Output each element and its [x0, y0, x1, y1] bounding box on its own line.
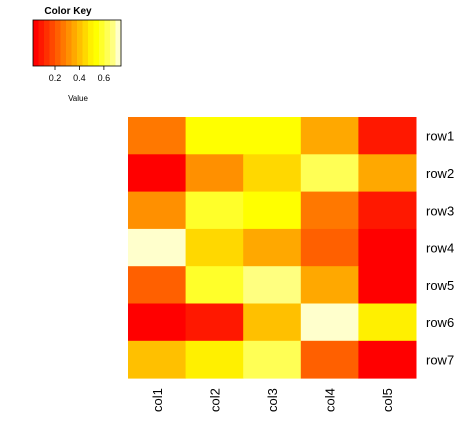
heatmap-cell: [128, 303, 187, 342]
heatmap-cell: [358, 154, 417, 193]
color-key-bin: [44, 20, 50, 66]
row-label: row1: [426, 129, 454, 144]
row-label: row5: [426, 278, 454, 293]
color-key-tick-label: 0.4: [73, 73, 86, 83]
row-label: row4: [426, 241, 454, 256]
color-key-tick-label: 0.6: [98, 73, 111, 83]
color-key-bin: [60, 20, 67, 66]
heatmap-cell: [185, 266, 244, 304]
row-label: row6: [426, 315, 454, 330]
heatmap-cell: [128, 340, 187, 379]
heatmap-cell: [185, 154, 244, 193]
row-labels: row1 row2 row3 row4 row5 row6 row7: [426, 129, 454, 368]
color-key-bin: [77, 20, 83, 66]
heatmap-cell: [185, 303, 244, 342]
heatmap-cell: [358, 303, 417, 342]
heatmap-cell: [185, 191, 244, 230]
color-key-bin: [115, 20, 122, 66]
column-label: col2: [207, 388, 222, 412]
color-key-bin: [88, 20, 94, 66]
row-label: row3: [426, 203, 454, 218]
color-key-bin: [38, 20, 45, 66]
color-key-bin: [99, 20, 105, 66]
row-label: row7: [426, 352, 454, 367]
heatmap-cell: [358, 340, 417, 379]
column-label: col4: [323, 388, 338, 412]
color-key-bin: [93, 20, 100, 66]
heatmap-cell: [358, 191, 417, 230]
color-key: Color Key 0.2 0.4 0.6 Value: [32, 6, 122, 103]
color-key-bin: [49, 20, 56, 66]
color-key-value-label: Value: [68, 94, 88, 103]
heatmap-cell: [185, 228, 244, 267]
heatmap-cell: [128, 117, 187, 155]
heatmap-cell: [128, 191, 187, 230]
heatmap-cell: [358, 117, 417, 155]
heatmap-cell: [243, 154, 302, 193]
color-key-bin: [104, 20, 111, 66]
heatmap-cell: [243, 117, 302, 155]
column-label: col1: [150, 388, 165, 412]
color-key-bin: [55, 20, 61, 66]
heatmap-cell: [358, 266, 417, 304]
heatmap-cell: [243, 303, 302, 342]
heatmap-cell: [128, 228, 187, 267]
heatmap-cell: [300, 266, 359, 304]
heatmap-cell: [128, 266, 187, 304]
heatmap-cell: [243, 228, 302, 267]
row-label: row2: [426, 166, 454, 181]
column-label: col3: [265, 388, 280, 412]
heatmap-cell: [300, 117, 359, 155]
heatmap-cell: [300, 303, 359, 342]
heatmap-cell: [185, 117, 244, 155]
color-key-tick-label: 0.2: [49, 73, 62, 83]
heatmap-cell: [185, 340, 244, 379]
heatmap-cell: [300, 154, 359, 193]
color-key-bin: [82, 20, 89, 66]
heatmap-cell: [358, 228, 417, 267]
heatmap-cell: [243, 266, 302, 304]
heatmap-cell: [243, 191, 302, 230]
column-labels: col1 col2 col3 col4 col5: [150, 388, 395, 412]
color-key-bin: [71, 20, 78, 66]
column-label: col5: [380, 388, 395, 412]
heatmap-cell: [300, 340, 359, 379]
heatmap-cell: [300, 191, 359, 230]
color-key-title: Color Key: [44, 6, 92, 17]
heatmap-cell: [243, 340, 302, 379]
color-key-gradient: [33, 20, 122, 66]
heatmap-cells: [128, 117, 417, 379]
color-key-bin: [66, 20, 72, 66]
heatmap-cell: [128, 154, 187, 193]
color-key-frame: [32, 19, 122, 67]
heatmap-cell: [300, 228, 359, 267]
color-key-axis: 0.2 0.4 0.6: [49, 66, 110, 83]
color-key-bin: [33, 20, 39, 66]
color-key-bin: [110, 20, 116, 66]
